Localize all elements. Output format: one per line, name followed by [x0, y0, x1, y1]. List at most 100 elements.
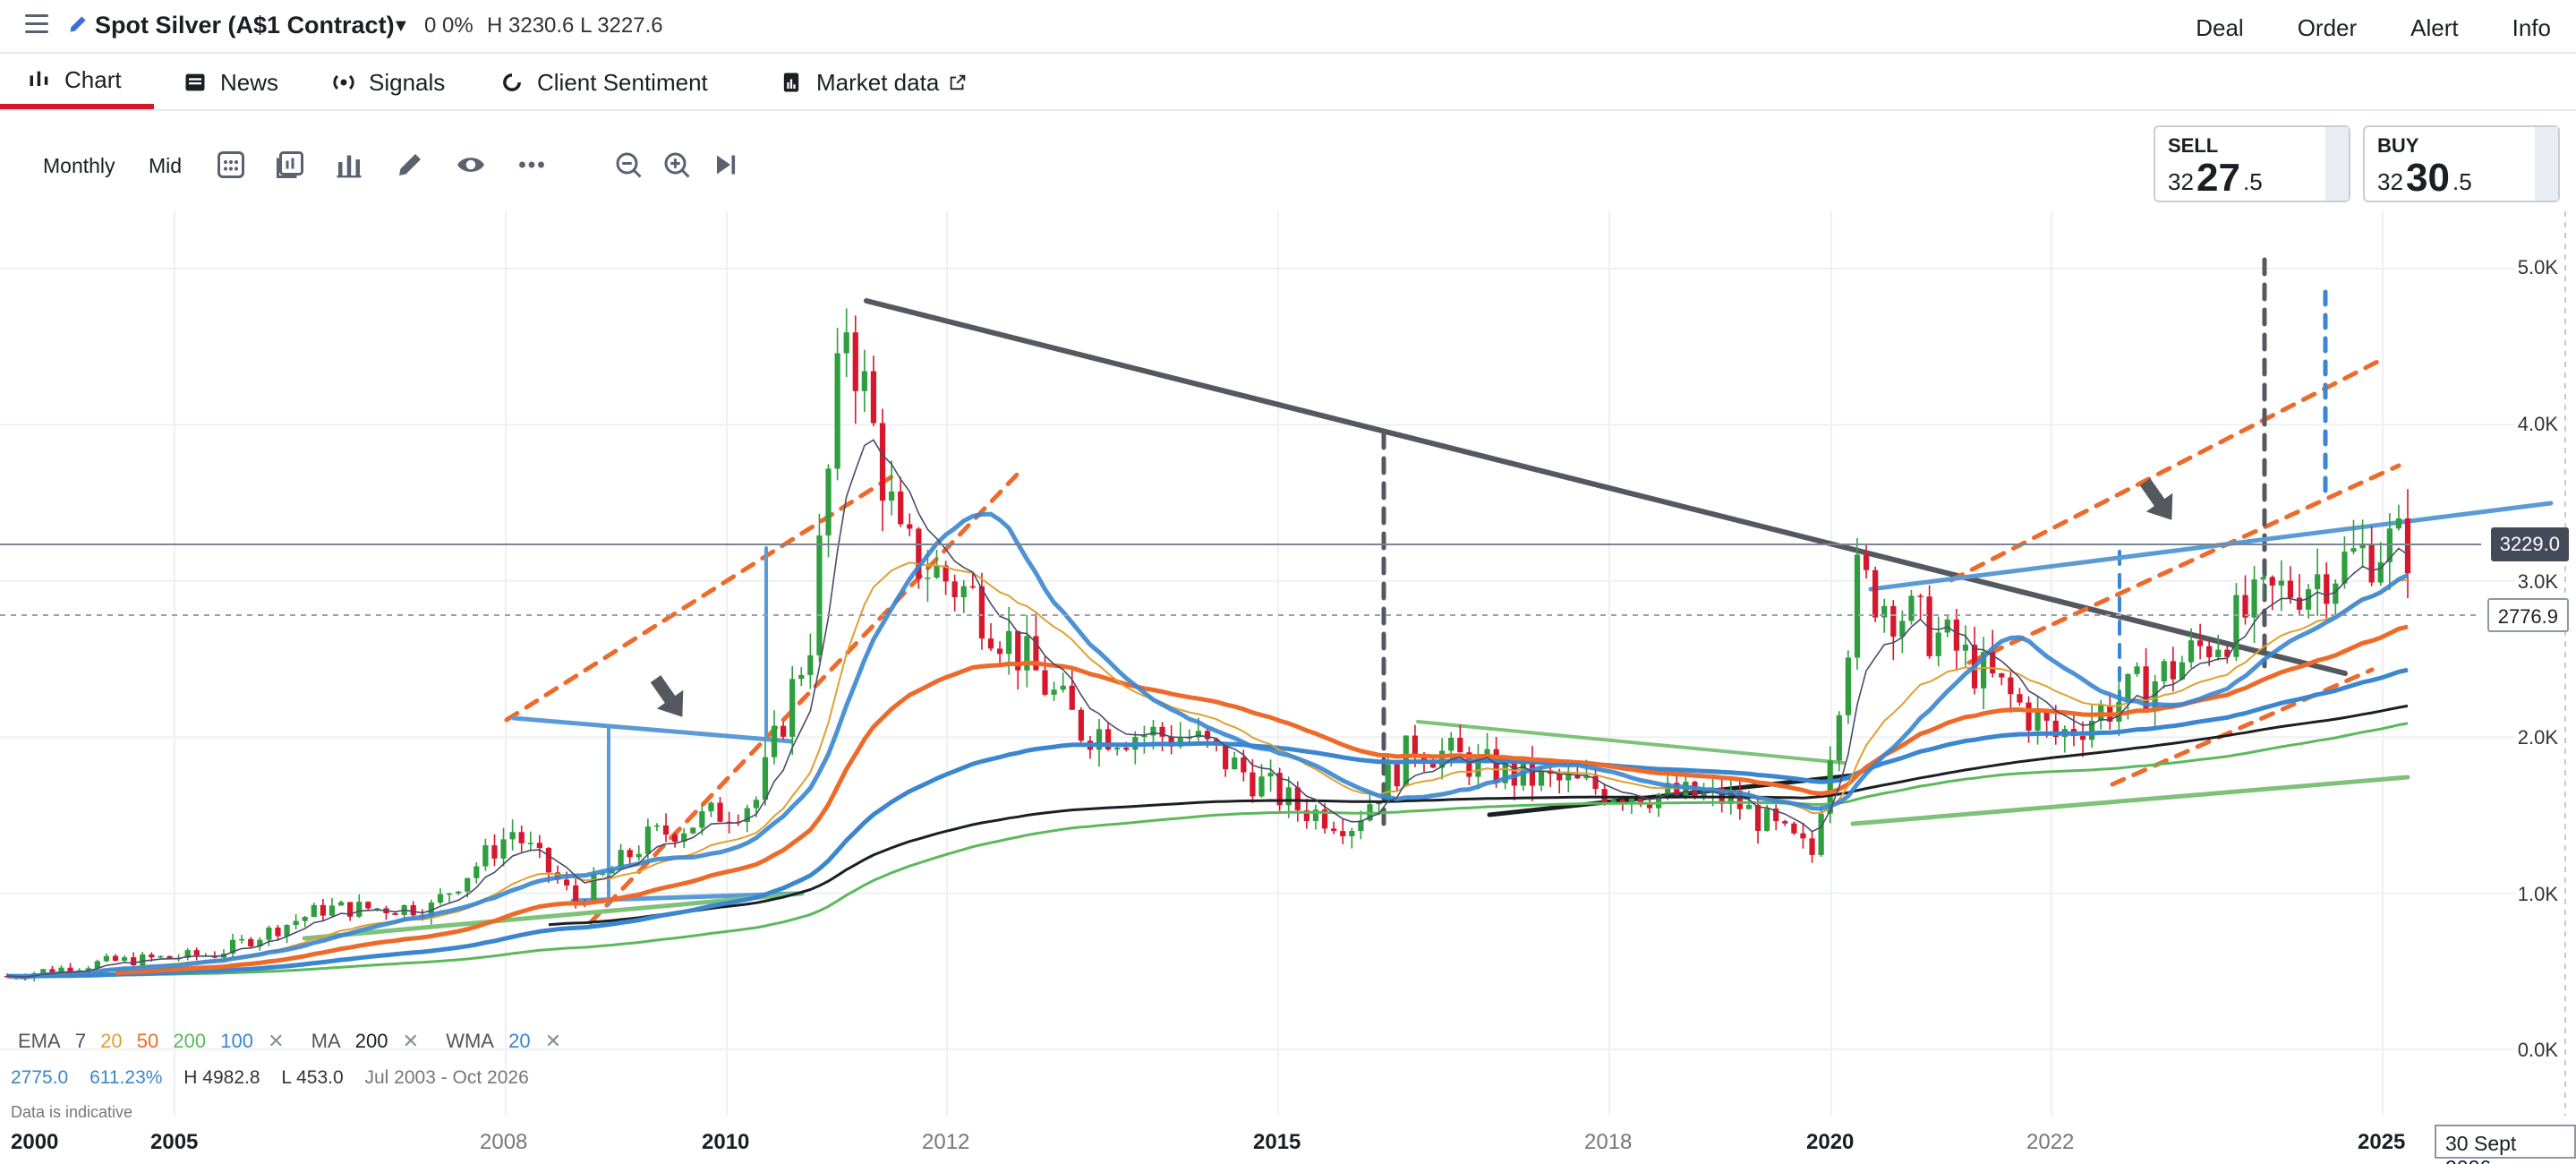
close-icon[interactable]: ✕: [402, 1030, 420, 1052]
candle-body: [1999, 673, 2005, 678]
menu-icon[interactable]: [25, 14, 48, 34]
draw-icon[interactable]: [394, 149, 426, 181]
downtrend-line: [864, 298, 2348, 676]
support-line: [1487, 773, 1855, 817]
wma-label: WMA: [446, 1030, 494, 1052]
chart-type-icon[interactable]: [215, 149, 247, 181]
candle-body: [951, 581, 958, 598]
templates-icon[interactable]: [274, 149, 306, 181]
candle-body: [347, 902, 354, 917]
candle-body: [2315, 574, 2321, 590]
candle-body: [2143, 666, 2149, 710]
candle-body: [1827, 760, 1833, 814]
ema-50: 50: [136, 1030, 159, 1052]
candle-body: [229, 939, 236, 954]
sentiment-icon: [503, 73, 521, 91]
candle-body: [545, 848, 552, 873]
candle-body: [653, 825, 661, 827]
edit-pencil-icon[interactable]: [66, 13, 90, 36]
candle-body: [1818, 813, 1824, 855]
candle-body: [816, 535, 823, 655]
zoom-in-icon[interactable]: [661, 149, 693, 181]
candle-body: [925, 578, 931, 579]
buy-price-suffix: .5: [2452, 168, 2472, 195]
candle-body: [2269, 577, 2275, 586]
interval-selector[interactable]: Monthly: [43, 154, 115, 177]
candle-body: [573, 885, 579, 903]
tab-market-data[interactable]: Market data: [779, 56, 968, 109]
candle-body: [1285, 787, 1292, 806]
close-icon[interactable]: ✕: [544, 1030, 562, 1052]
close-icon[interactable]: ✕: [268, 1030, 285, 1052]
x-tick-2015: 2015: [1253, 1130, 1301, 1154]
buy-button[interactable]: BUY 32 30 .5: [2363, 125, 2560, 202]
sell-label: SELL: [2168, 134, 2219, 157]
candle-body: [392, 912, 398, 915]
candle-body: [184, 950, 191, 958]
candle-body: [2368, 544, 2375, 583]
zoom-out-icon[interactable]: [612, 149, 644, 181]
candle-body: [1060, 685, 1066, 690]
candle-body: [916, 528, 922, 579]
candle-body: [635, 853, 642, 858]
candle-body: [591, 874, 597, 903]
candle-body: [834, 353, 840, 469]
candle-body: [456, 891, 462, 894]
candle-body: [762, 757, 769, 800]
candle-body: [1637, 798, 1644, 805]
candle-body: [825, 468, 832, 536]
tab-client-sentiment[interactable]: Client Sentiment: [499, 56, 708, 109]
sell-button[interactable]: SELL 32 27 .5: [2154, 125, 2350, 202]
candle-body: [690, 827, 696, 834]
more-icon[interactable]: [516, 149, 548, 181]
candle-body: [861, 371, 867, 391]
instrument-name[interactable]: Spot Silver (A$1 Contract): [95, 12, 395, 39]
candle-body: [1845, 657, 1851, 715]
candle-body: [158, 955, 164, 958]
chart-toolbar: Monthly Mid: [0, 113, 806, 211]
info-button[interactable]: Info: [2512, 14, 2551, 41]
y-tick-1k: 1.0K: [2517, 883, 2558, 905]
y-tick-4k: 4.0K: [2517, 413, 2558, 435]
support-line: [302, 891, 805, 941]
candle-body: [2251, 579, 2257, 618]
indicators-icon[interactable]: [333, 149, 365, 181]
candle-body: [2296, 597, 2303, 610]
candle-body: [2017, 694, 2023, 703]
tab-signals[interactable]: Signals: [331, 56, 445, 109]
alert-button[interactable]: Alert: [2410, 14, 2459, 41]
order-button[interactable]: Order: [2297, 14, 2358, 41]
candle-body: [149, 954, 155, 958]
candle-body: [275, 927, 281, 937]
candle-body: [843, 332, 849, 354]
candle-body: [1980, 652, 1987, 689]
candle-body: [1809, 838, 1815, 855]
chevron-down-icon[interactable]: ▼: [392, 16, 410, 36]
candle-body: [2125, 673, 2131, 703]
stats-row: 2775.0 611.23% H 4982.8 L 453.0 Jul 2003…: [11, 1067, 545, 1089]
visibility-icon[interactable]: [455, 149, 487, 181]
down-arrow-icon: [650, 675, 684, 717]
candle-body: [1168, 736, 1174, 747]
tab-chart[interactable]: Chart: [0, 56, 154, 109]
candle-body: [1917, 595, 1923, 597]
candle-body: [1764, 809, 1770, 831]
candle-body: [1123, 748, 1130, 750]
candle-body: [2287, 580, 2294, 598]
external-link-icon: [951, 74, 966, 90]
overlay-layer: [0, 478, 2481, 717]
tab-news[interactable]: News: [183, 56, 278, 109]
deal-button[interactable]: Deal: [2196, 14, 2244, 41]
candle-body: [527, 843, 533, 844]
candle-body: [1529, 760, 1536, 786]
candle-body: [662, 825, 670, 835]
candle-body: [1619, 800, 1625, 804]
price-type-selector[interactable]: Mid: [149, 154, 183, 177]
wma-20: 20: [508, 1030, 531, 1052]
candle-body: [2395, 518, 2402, 529]
candle-body: [1646, 804, 1653, 809]
go-to-end-icon[interactable]: [709, 149, 741, 181]
price-chart[interactable]: [0, 211, 2576, 1116]
crosshair-date-tag: 30 Sept 2026: [2435, 1125, 2576, 1164]
ema-200-line: [79, 722, 2409, 978]
